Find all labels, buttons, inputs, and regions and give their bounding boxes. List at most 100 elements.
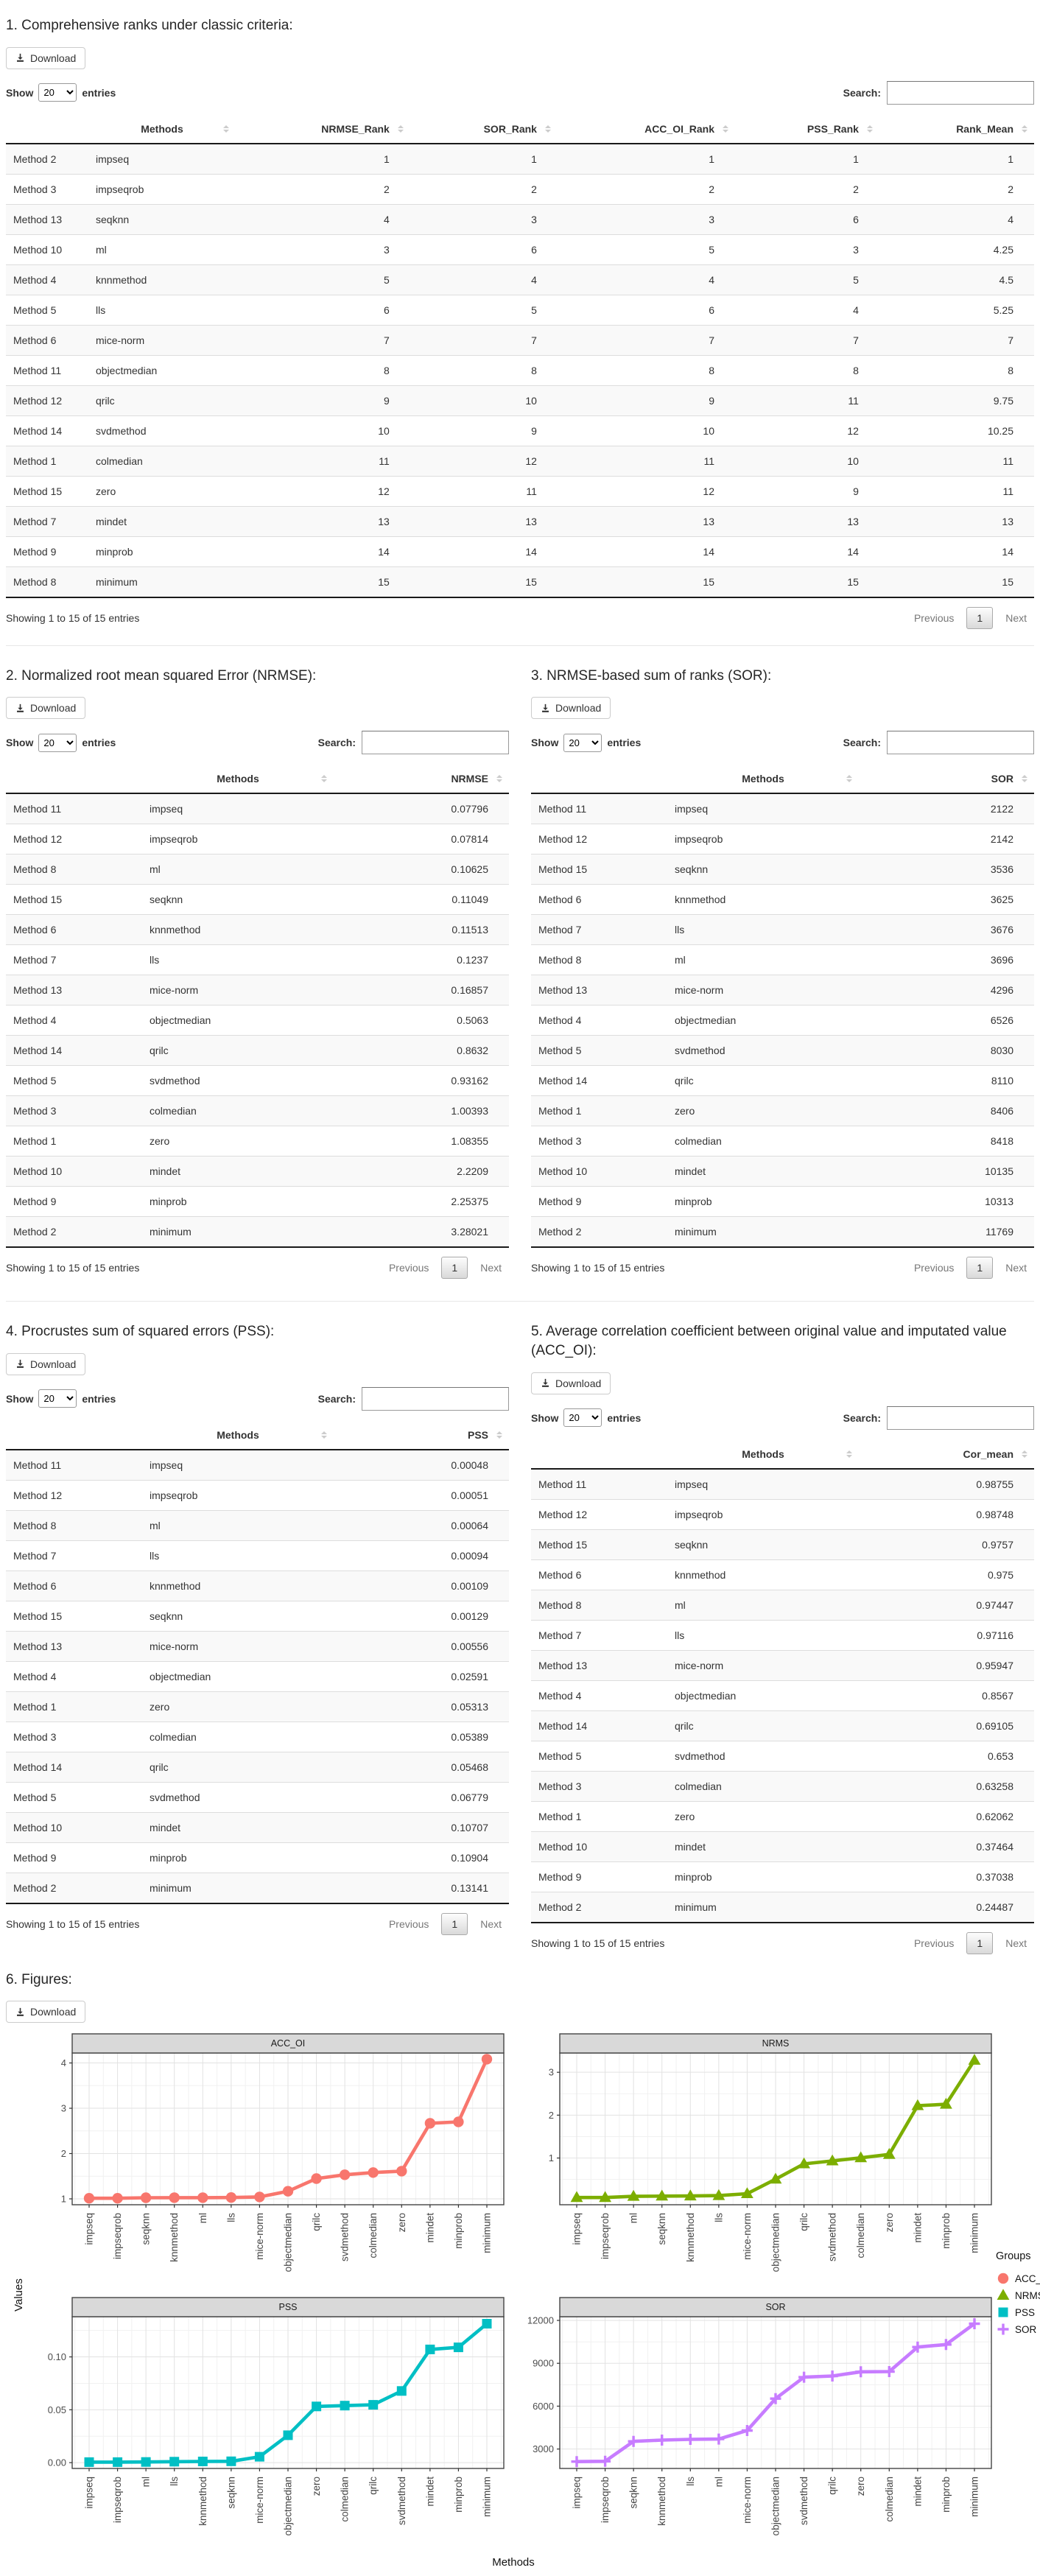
table-row: Method 7 lls 3676 <box>531 914 1034 945</box>
table-cell: mindet <box>667 1831 859 1862</box>
pagination-previous[interactable]: Previous <box>388 1917 429 1930</box>
table-cell: svdmethod <box>142 1065 334 1096</box>
column-header-ACC_OI_Rank[interactable]: ACC_OI_Rank <box>557 114 735 144</box>
table-cell: Method 10 <box>531 1831 667 1862</box>
table-cell: 8 <box>410 354 558 386</box>
download-button[interactable]: Download <box>6 2001 86 2024</box>
table-cell: impseqrob <box>142 824 334 854</box>
table-cell: 10.25 <box>879 415 1034 446</box>
page-length-control: Show 20 entries <box>6 83 116 102</box>
search-input[interactable] <box>887 80 1034 105</box>
svg-text:objectmedian: objectmedian <box>283 2477 294 2535</box>
header-row: Methods SOR <box>531 765 1034 795</box>
page-size-select[interactable]: 20 <box>563 733 602 752</box>
download-button[interactable]: Download <box>6 46 86 69</box>
legend-items: ACC_OI NRMS PSS SOR <box>996 2269 1040 2339</box>
pagination-previous[interactable]: Previous <box>913 1262 955 1274</box>
search-input[interactable] <box>887 1405 1034 1430</box>
table-cell: minprob <box>667 1186 859 1217</box>
pagination: Previous 1 Next <box>382 1257 509 1280</box>
pagination-previous[interactable]: Previous <box>388 1262 429 1274</box>
column-header-Methods[interactable]: Methods <box>667 765 859 795</box>
table-cell: Method 5 <box>6 1065 142 1096</box>
pagination-next[interactable]: Next <box>1005 1937 1027 1949</box>
table-row: Method 2 minimum 0.24487 <box>531 1891 1034 1923</box>
table-cell: Method 6 <box>6 324 88 356</box>
table-cell: 6 <box>236 294 410 326</box>
table-row: Method 13 mice-norm 0.16857 <box>6 975 509 1006</box>
search-label: Search: <box>317 737 356 749</box>
page-size-select[interactable]: 20 <box>563 1408 602 1428</box>
pagination-next[interactable]: Next <box>1005 1262 1027 1274</box>
table-cell: qrilc <box>142 1751 334 1783</box>
sort-icon <box>223 124 229 133</box>
column-header-Methods[interactable]: Methods <box>142 1420 334 1450</box>
column-header-NRMSE[interactable]: NRMSE <box>334 765 509 795</box>
svg-text:impseqrob: impseqrob <box>600 2213 611 2259</box>
table-row: Method 14 svdmethod 10 9 10 12 10.25 <box>6 415 1034 446</box>
table-cell: 12 <box>735 415 879 446</box>
column-header-PSS_Rank[interactable]: PSS_Rank <box>735 114 879 144</box>
search-input[interactable] <box>362 731 509 755</box>
table-cell: Method 11 <box>6 793 142 824</box>
table-cell: Method 6 <box>531 1559 667 1590</box>
column-header-SOR[interactable]: SOR <box>859 765 1034 795</box>
svg-text:objectmedian: objectmedian <box>283 2213 294 2272</box>
sort-icon <box>321 775 327 783</box>
table-cell: ml <box>142 854 334 885</box>
charts-grid: ACC_OI 1 2 3 4 impseq impseqrob seqknn knnmethod… <box>31 2033 996 2556</box>
table-cell: 10135 <box>859 1156 1034 1187</box>
table-cell: 9 <box>236 385 410 416</box>
column-header-Methods[interactable]: Methods <box>667 1439 859 1470</box>
column-header-NRMSE_Rank[interactable]: NRMSE_Rank <box>236 114 410 144</box>
table-cell: impseqrob <box>88 173 236 205</box>
pagination-next[interactable]: Next <box>1005 611 1027 624</box>
svg-text:impseq: impseq <box>572 2213 583 2245</box>
pagination-next[interactable]: Next <box>480 1917 502 1930</box>
pagination-previous[interactable]: Previous <box>913 611 955 624</box>
download-button[interactable]: Download <box>531 697 611 720</box>
table-cell: 3676 <box>859 914 1034 945</box>
table-cell: 0.37038 <box>859 1861 1034 1892</box>
table-cell: 0.11049 <box>334 884 509 915</box>
page-size-select[interactable]: 20 <box>38 83 77 102</box>
table-cell: impseq <box>142 1449 334 1481</box>
column-header-SOR_Rank[interactable]: SOR_Rank <box>410 114 558 144</box>
legend-title: Groups <box>996 2250 1031 2263</box>
pagination-next[interactable]: Next <box>480 1262 502 1274</box>
pagination-page-1[interactable]: 1 <box>966 606 994 629</box>
download-button[interactable]: Download <box>6 697 86 720</box>
table-cell: Method 10 <box>531 1156 667 1187</box>
pagination-page-1[interactable]: 1 <box>966 1931 994 1954</box>
download-button[interactable]: Download <box>6 1352 86 1375</box>
table-cell: 1.00393 <box>334 1095 509 1126</box>
svg-text:objectmedian: objectmedian <box>770 2477 781 2535</box>
search-input[interactable] <box>362 1386 509 1411</box>
pagination-page-1[interactable]: 1 <box>966 1257 994 1280</box>
download-button[interactable]: Download <box>531 1372 611 1394</box>
column-header-PSS[interactable]: PSS <box>334 1420 509 1450</box>
pagination-page-1[interactable]: 1 <box>441 1912 468 1935</box>
column-header-Rank_Mean[interactable]: Rank_Mean <box>879 114 1034 144</box>
table-cell: mice-norm <box>88 324 236 356</box>
search-input[interactable] <box>887 731 1034 755</box>
column-header-Methods[interactable]: Methods <box>142 765 334 795</box>
table-cell: Method 11 <box>6 354 88 386</box>
svg-text:2: 2 <box>61 2148 66 2159</box>
table-cell: 7 <box>879 324 1034 356</box>
table-cell: 10 <box>410 385 558 416</box>
column-header-Cor_mean[interactable]: Cor_mean <box>859 1439 1034 1470</box>
sort-icon <box>496 1431 502 1439</box>
page-size-select[interactable]: 20 <box>38 733 77 752</box>
svg-text:minimum: minimum <box>482 2213 493 2253</box>
page-size-select[interactable]: 20 <box>38 1389 77 1408</box>
pagination-previous[interactable]: Previous <box>913 1937 955 1949</box>
pagination-page-1[interactable]: 1 <box>441 1257 468 1280</box>
table-cell: 6526 <box>859 1005 1034 1036</box>
table-cell: impseq <box>667 1468 859 1500</box>
table-cell: 4296 <box>859 975 1034 1006</box>
column-header-Methods[interactable]: Methods <box>88 114 236 144</box>
table-cell: Method 13 <box>531 1649 667 1681</box>
table-cell: 12 <box>236 475 410 507</box>
table-cell: 6 <box>735 203 879 235</box>
